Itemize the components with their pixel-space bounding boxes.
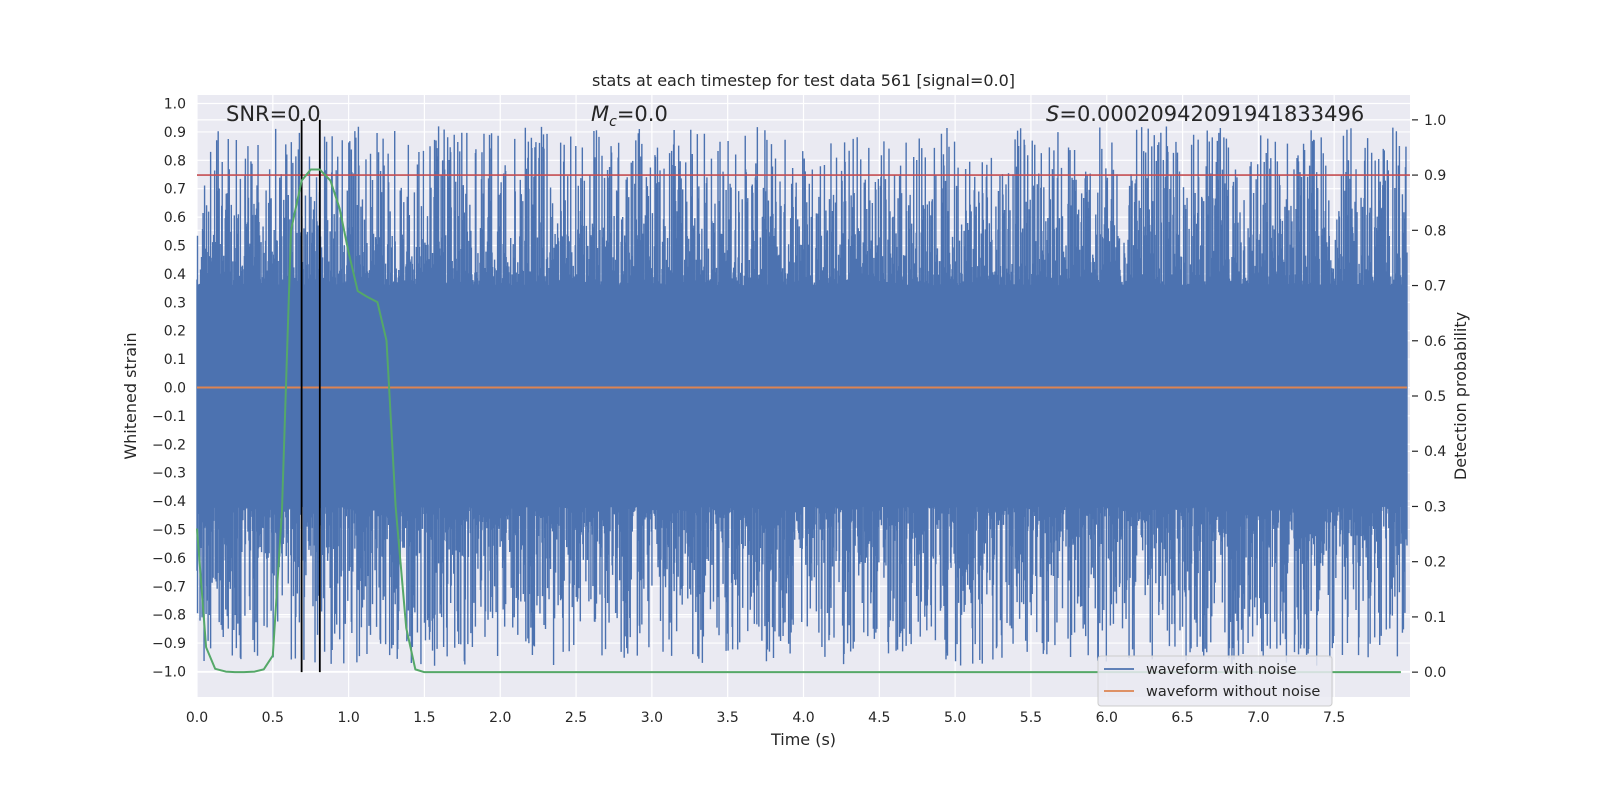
y-tick-label: −0.2 [152, 437, 186, 453]
y-tick-label: −0.1 [152, 409, 186, 425]
x-tick-label: 4.0 [792, 710, 814, 726]
right-y-tick-label: 0.1 [1424, 610, 1446, 626]
y-tick-label: 0.9 [164, 125, 186, 141]
right-y-tick-label: 0.3 [1424, 499, 1446, 515]
y-tick-label: 1.0 [164, 97, 186, 113]
x-tick-label: 7.5 [1323, 710, 1345, 726]
noise-core-band [197, 285, 1407, 507]
s-statistic-symbol: S [1046, 102, 1059, 126]
y-tick-label: 0.3 [164, 295, 186, 311]
x-tick-label: 6.5 [1171, 710, 1193, 726]
legend-box [1097, 655, 1333, 707]
y-tick-label: −0.9 [152, 636, 186, 652]
x-axis-label: Time (s) [770, 730, 836, 749]
x-tick-label: 5.5 [1020, 710, 1042, 726]
y-axis-label: Whitened strain [121, 332, 140, 459]
x-tick-label: 3.5 [717, 710, 739, 726]
x-tick-label: 0.5 [262, 710, 284, 726]
y-axis-ticks: 1.0 0.9 0.8 0.7 0.6 0.5 0.4 0.3 0.2 0.1 0.0 −0.1 −0.… [152, 97, 186, 681]
legend-label-clean: waveform without noise [1146, 684, 1320, 700]
y-tick-label: −0.5 [152, 522, 186, 538]
right-y-tick-label: 0.5 [1424, 389, 1446, 405]
right-y-tick-label: 0.9 [1424, 168, 1446, 184]
y-tick-label: −0.6 [152, 551, 186, 567]
y-tick-label: 0.5 [164, 239, 186, 255]
y-tick-label: 0.7 [164, 182, 186, 198]
right-y-tick-label: 0.7 [1424, 279, 1446, 295]
x-tick-label: 7.0 [1247, 710, 1269, 726]
y-tick-label: 0.8 [164, 153, 186, 169]
y-tick-label: 0.4 [164, 267, 186, 283]
chirp-mass-symbol: M [591, 102, 609, 126]
x-tick-label: 1.0 [337, 710, 359, 726]
x-tick-label: 2.0 [489, 710, 511, 726]
right-y-tick-label: 1.0 [1424, 113, 1446, 129]
s-statistic-annotation: S=0.00020942091941833496 [1046, 102, 1364, 126]
x-tick-label: 5.0 [944, 710, 966, 726]
right-y-axis-ticks: 1.0 0.9 0.8 0.7 0.6 0.5 0.4 0.3 0.2 0.1 0.0 [1412, 113, 1446, 681]
y-tick-label: 0.1 [164, 352, 186, 368]
x-axis-ticks: 0.0 0.5 1.0 1.5 2.0 2.5 3.0 3.5 4.0 4.5 5.0 5.5 6.0 6… [186, 710, 1345, 726]
legend: waveform with noise waveform without noi… [1097, 655, 1333, 707]
x-tick-label: 4.5 [868, 710, 890, 726]
chirp-mass-annotation: Mc=0.0 [591, 102, 668, 130]
x-tick-label: 1.5 [413, 710, 435, 726]
right-y-tick-label: 0.4 [1424, 444, 1446, 460]
detection-probability-line [196, 168, 1401, 674]
x-tick-label: 0.0 [186, 710, 208, 726]
right-y-tick-label: 0.0 [1424, 665, 1446, 681]
waveform-with-noise-series [196, 126, 1408, 666]
x-tick-label: 2.5 [565, 710, 587, 726]
chart-title: stats at each timestep for test data 561… [592, 71, 1015, 90]
y-tick-label: 0.6 [164, 210, 186, 226]
y-tick-label: −0.7 [152, 579, 186, 595]
right-y-tick-label: 0.2 [1424, 555, 1446, 571]
y-tick-label: −0.4 [152, 494, 186, 510]
x-tick-label: 3.0 [641, 710, 663, 726]
x-tick-label: 6.0 [1096, 710, 1118, 726]
y-tick-label: −1.0 [152, 664, 186, 680]
vertical-marker-lines [300, 119, 321, 673]
right-y-tick-label: 0.8 [1424, 223, 1446, 239]
y-tick-label: −0.8 [152, 608, 186, 624]
right-y-tick-label: 0.6 [1424, 334, 1446, 350]
chirp-mass-value: =0.0 [617, 102, 668, 126]
right-y-axis-label: Detection probability [1451, 312, 1470, 480]
y-tick-label: 0.2 [164, 324, 186, 340]
y-tick-label: −0.3 [152, 466, 186, 482]
y-tick-label: 0.0 [164, 380, 186, 396]
s-statistic-value: =0.00020942091941833496 [1059, 102, 1364, 126]
legend-label-noise: waveform with noise [1146, 662, 1297, 678]
chirp-mass-subscript: c [609, 114, 617, 130]
snr-annotation: SNR=0.0 [226, 102, 321, 126]
